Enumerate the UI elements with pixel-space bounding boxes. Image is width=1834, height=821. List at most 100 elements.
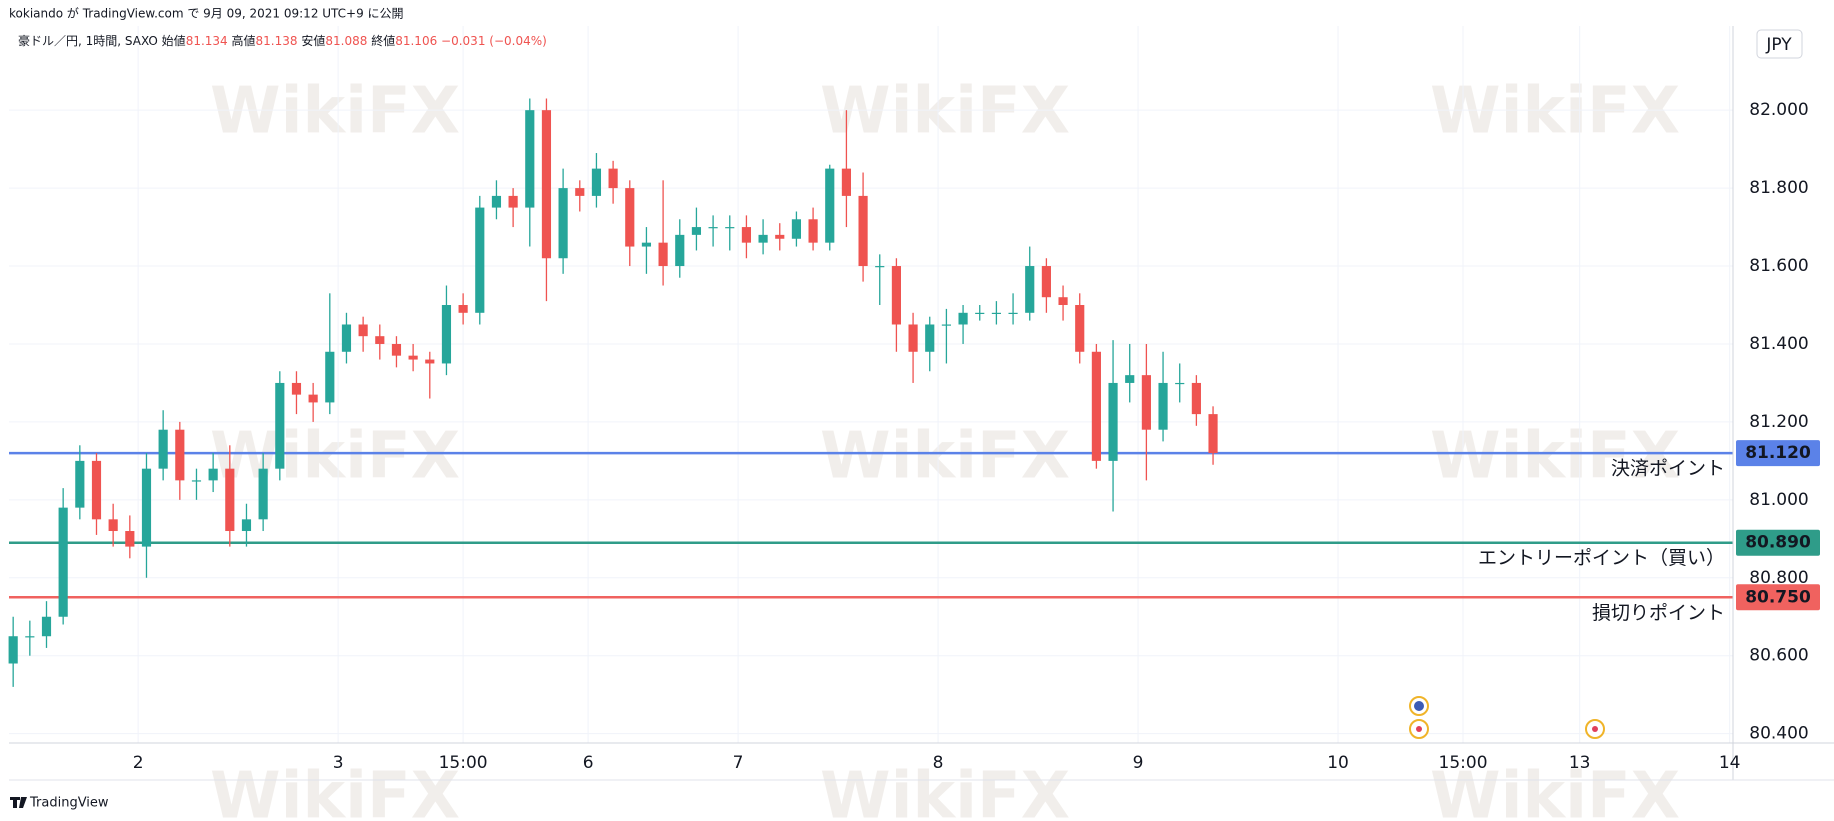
candle-body [741,227,752,243]
candle-body [108,519,118,532]
footer: TradingView [29,796,109,811]
x-tick-label: 7 [733,753,744,773]
candle-body [758,234,768,243]
candle-body [125,531,135,547]
grid [9,26,1733,743]
candle-body [308,394,318,403]
candle-body [325,351,335,403]
ohlc-label: 終値 [371,33,395,48]
ohlc-label: 高値 [232,33,256,48]
price-badge [1736,440,1820,467]
price-badge-label: 80.750 [1745,587,1811,607]
y-tick-label: 82.000 [1749,100,1808,120]
candle-body [175,429,185,481]
candle-body [791,219,802,239]
currency-box [1756,29,1803,59]
candle-body [925,324,935,352]
candle-body [158,429,168,469]
candle-body [875,266,885,268]
watermark: WikiFX [210,420,460,494]
event-icons [1409,696,1605,739]
line-name: 損切りポイント [1592,602,1725,624]
candle-body [191,480,202,482]
candle-body [208,468,218,481]
y-tick-label: 81.800 [1749,178,1808,198]
y-tick-label: 81.400 [1749,334,1808,354]
change: −0.031 (−0.04%) [441,34,547,48]
x-tick-label: 8 [933,753,944,773]
candle-body [725,227,735,229]
line-name: エントリーポイント（買い） [1478,547,1725,569]
candle-body [541,110,552,259]
watermark: WikiFX [1430,420,1680,494]
candle-body [1191,382,1201,415]
candle-body [1041,266,1051,298]
candle-body [808,219,818,243]
candle-body [591,168,602,196]
price-badge-label: 80.890 [1745,533,1811,553]
candle-body [575,188,585,196]
candle-body [608,168,618,189]
candle-body [391,343,402,356]
candle-body [1008,312,1018,314]
ohlc-value: 81.088 [325,34,367,48]
x-tick-label: 15:00 [1439,753,1488,773]
x-tick-label: 9 [1133,753,1144,773]
candle-body [675,234,685,267]
candle-body [708,227,718,229]
candle-body [475,207,485,313]
x-tick-label: 2 [133,753,144,773]
watermarks: WikiFX WikiFX WikiFX WikiFX WikiFX WikiFX Wiki… [210,75,1680,821]
line-name: 決済ポイント [1611,458,1725,480]
x-tick-label: 10 [1327,753,1349,773]
candle-body [891,266,901,325]
watermark: WikiFX [210,760,460,821]
x-tick-label: 13 [1569,753,1591,773]
event-icon [1592,726,1598,732]
watermark: WikiFX [210,75,460,149]
candle-body [75,460,85,508]
candle-body [1158,382,1168,430]
candle-body [825,168,835,243]
candle-body [625,188,635,247]
ohlc-value: 81.106 [395,34,437,48]
candle-body [1075,305,1085,352]
y-tick-label: 80.400 [1749,724,1808,744]
candle-body [375,336,385,344]
candle-body [1125,375,1135,383]
candle-body [1208,414,1218,454]
x-tick-label: 6 [583,753,594,773]
watermark: WikiFX [820,75,1070,149]
watermark: WikiFX [820,760,1070,821]
candle-body [1175,382,1185,385]
y-tick-label: 80.600 [1749,646,1808,666]
currency: JPY [1765,35,1792,55]
candle-body [425,359,435,364]
price-badge [1736,584,1820,611]
y-tick-label: 80.800 [1749,568,1808,588]
ohlc-value: 81.138 [256,34,298,48]
candle-body [341,324,352,352]
header: kokiando が TradingView.com で 9月 09, 2021… [9,6,404,21]
candle-body [1141,375,1151,430]
candle-body [1091,351,1101,461]
candle-body [958,312,968,325]
candle-body [841,168,852,196]
candle-body [775,234,785,239]
candle-body [241,519,252,532]
candle-body [508,195,518,208]
candle-body [91,460,102,520]
watermark: WikiFX [1430,760,1680,821]
logo [10,797,27,808]
price-badge-label: 81.120 [1745,443,1811,463]
x-tick-label: 14 [1719,753,1741,773]
ohlc-value: 81.134 [186,34,228,48]
x-tick-label: 15:00 [439,753,488,773]
ohlc-label: 安値 [301,33,325,48]
candle-body [141,468,152,547]
candle-body [941,324,951,326]
candle-body [525,110,535,208]
